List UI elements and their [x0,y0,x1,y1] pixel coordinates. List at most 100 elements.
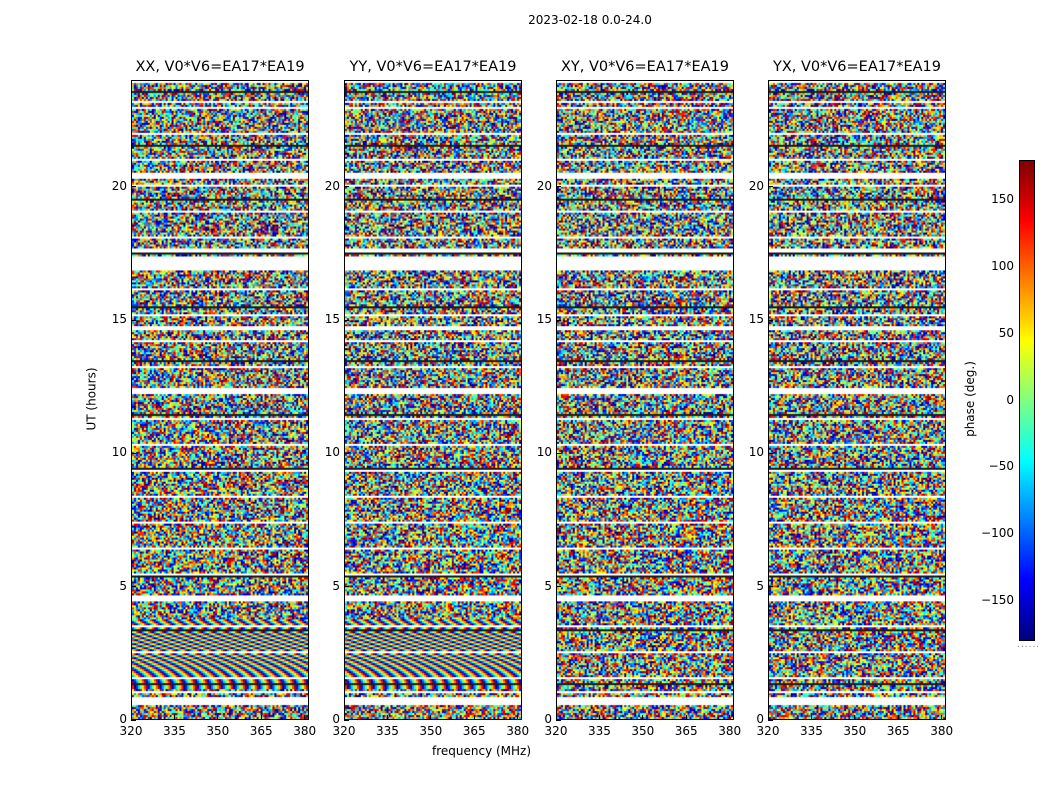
x-tick-label: 350 [206,724,230,738]
x-tick-mark [217,715,219,720]
colorbar-tick-label: 100 [991,258,1014,273]
panel-title-xy: XY, V0*V6=EA17*EA19 [560,59,729,75]
y-tick-mark [556,719,561,721]
x-tick-label: 365 [462,724,486,738]
x-tick-mark [555,715,557,720]
x-tick-mark [598,715,600,720]
x-tick-label: 365 [249,724,273,738]
y-tick-mark [768,719,773,721]
x-tick-mark [173,715,175,720]
y-tick-mark [556,319,561,321]
x-tick-label: 380 [293,724,317,738]
y-tick-label: 10 [111,445,127,460]
x-tick-label: 320 [544,724,568,738]
x-tick-mark [304,715,306,720]
colorbar-tick-label: 0 [1006,392,1014,407]
x-tick-label: 350 [631,724,655,738]
x-axis-label: frequency (MHz) [432,744,532,758]
y-tick-mark [344,186,349,188]
x-tick-label: 320 [332,724,356,738]
x-tick-mark [897,715,899,720]
y-tick-label: 10 [748,445,764,460]
y-tick-mark [556,586,561,588]
y-tick-mark [556,452,561,454]
y-tick-mark [768,586,773,588]
y-tick-mark [344,319,349,321]
x-tick-mark [729,715,731,720]
colorbar-tick-label: −150 [981,592,1014,607]
y-tick-label: 0 [332,712,340,726]
colorbar-extend-marker: ...... [1017,640,1041,650]
x-tick-mark [473,715,475,720]
y-tick-mark [131,586,136,588]
x-tick-mark [386,715,388,720]
x-tick-label: 350 [419,724,443,738]
panel-title-yy: YY, V0*V6=EA17*EA19 [349,59,517,75]
waterfall-xy [556,80,734,720]
colorbar-tick-label: −50 [988,459,1014,474]
waterfall-xx [131,80,309,720]
x-tick-mark [685,715,687,720]
y-tick-label: 10 [324,445,340,460]
y-tick-label: 0 [119,712,127,726]
x-tick-label: 365 [886,724,910,738]
x-tick-label: 335 [587,724,611,738]
x-tick-mark [810,715,812,720]
y-tick-mark [131,186,136,188]
y-tick-label: 15 [536,312,552,326]
y-tick-label: 0 [544,712,552,726]
x-tick-mark [642,715,644,720]
y-tick-mark [131,452,136,454]
x-tick-label: 335 [799,724,823,738]
waterfall-yx [768,80,946,720]
colorbar-label: phase (deg.) [962,361,977,437]
y-tick-label: 20 [748,178,764,193]
x-tick-label: 380 [930,724,954,738]
y-tick-mark [131,719,136,721]
y-tick-mark [768,452,773,454]
y-tick-label: 5 [756,578,764,593]
y-tick-label: 20 [324,178,340,193]
y-tick-mark [768,319,773,321]
x-tick-label: 380 [718,724,742,738]
y-tick-label: 5 [332,578,340,593]
colorbar-tick-label: 50 [998,325,1014,340]
y-axis-label: UT (hours) [84,367,99,431]
y-tick-label: 5 [544,578,552,593]
colorbar-tick-label: −100 [981,526,1014,541]
x-tick-mark [430,715,432,720]
y-tick-mark [344,586,349,588]
y-tick-label: 15 [111,312,127,326]
colorbar-tick-label: 150 [991,192,1014,207]
x-tick-label: 380 [506,724,530,738]
panel-title-xx: XX, V0*V6=EA17*EA19 [135,59,305,75]
x-tick-mark [130,715,132,720]
panel-title-yx: YX, V0*V6=EA17*EA19 [772,59,941,75]
x-tick-label: 350 [843,724,867,738]
waterfall-yy [344,80,522,720]
x-tick-label: 335 [375,724,399,738]
y-tick-mark [556,186,561,188]
y-tick-mark [344,719,349,721]
x-tick-mark [517,715,519,720]
y-tick-label: 5 [119,578,127,593]
y-tick-label: 20 [111,178,127,193]
x-tick-label: 320 [756,724,780,738]
y-tick-label: 0 [756,712,764,726]
y-tick-mark [768,186,773,188]
x-tick-label: 335 [162,724,186,738]
colorbar [1019,160,1035,641]
x-tick-mark [941,715,943,720]
x-tick-label: 365 [674,724,698,738]
figure-title: 2023-02-18 0.0-24.0 [528,13,652,27]
y-tick-label: 15 [324,312,340,326]
y-tick-mark [131,319,136,321]
x-tick-mark [260,715,262,720]
x-tick-label: 320 [119,724,143,738]
x-tick-mark [854,715,856,720]
y-tick-label: 20 [536,178,552,193]
y-tick-label: 10 [536,445,552,460]
y-tick-mark [344,452,349,454]
x-tick-mark [343,715,345,720]
y-tick-label: 15 [748,312,764,326]
